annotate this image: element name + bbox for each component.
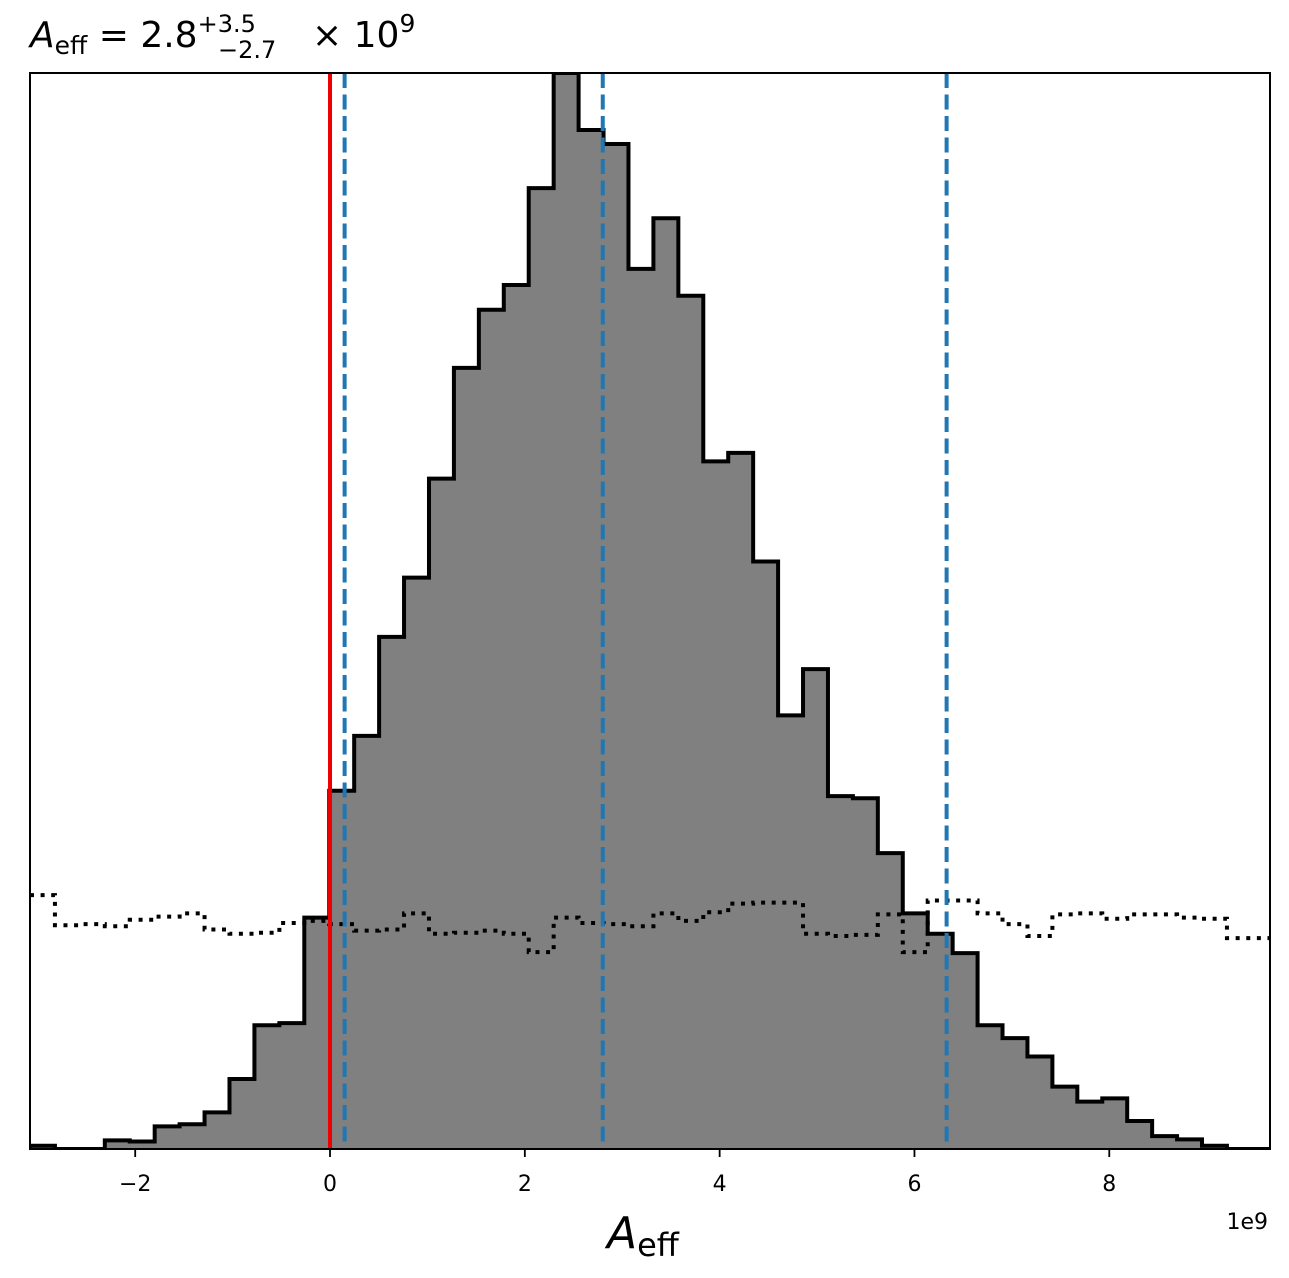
x-axis-label: Aeff: [604, 1208, 680, 1264]
x-tick-label: −2: [119, 1172, 151, 1197]
posterior-bar: [877, 853, 904, 1149]
posterior-bar: [129, 1141, 156, 1149]
posterior-bar: [254, 1025, 280, 1149]
posterior-bar: [379, 636, 405, 1149]
x-tick-label: 4: [713, 1172, 727, 1197]
plot-inner: [30, 73, 1270, 1149]
posterior-bar: [354, 735, 380, 1149]
posterior-bar: [753, 561, 779, 1149]
posterior-bar: [703, 461, 729, 1149]
posterior-bar: [478, 309, 505, 1149]
posterior-bar: [229, 1079, 256, 1149]
x-tick-label: 2: [518, 1172, 532, 1197]
title-equals: =: [99, 15, 129, 56]
posterior-bar: [154, 1126, 181, 1149]
posterior-bar: [728, 452, 754, 1149]
chart-title: Aeff = 2.8+3.5: [28, 10, 256, 60]
posterior-bar: [104, 1140, 131, 1149]
title-upper: +3.5: [198, 10, 256, 38]
posterior-bar: [977, 1025, 1004, 1149]
title-base: 10: [354, 15, 400, 56]
posterior-bar: [1002, 1038, 1029, 1149]
posterior-bar: [1177, 1139, 1203, 1149]
posterior-bar: [653, 218, 679, 1149]
xlabel-subscript: eff: [637, 1226, 680, 1264]
posterior-bar: [1052, 1086, 1078, 1149]
posterior-bar: [1102, 1098, 1128, 1149]
posterior-bar: [204, 1112, 231, 1149]
posterior-bar: [453, 367, 480, 1149]
axes-frame: [29, 72, 1271, 1150]
posterior-bar: [1077, 1101, 1103, 1149]
prior-outline: [30, 893, 1270, 955]
posterior-bar: [329, 790, 355, 1149]
offset-text: 1e9: [1226, 1210, 1268, 1235]
posterior-bar: [503, 284, 530, 1149]
x-axis: −2 0 2 4 6 8: [119, 1149, 1116, 1197]
x-tick-label: 6: [907, 1172, 921, 1197]
posterior-bar: [628, 268, 655, 1149]
plot-area: [29, 72, 1271, 1150]
posterior-bar: [578, 130, 605, 1149]
posterior-bar: [1027, 1056, 1053, 1149]
posterior-bar: [927, 933, 954, 1149]
posterior-bar: [179, 1124, 206, 1149]
posterior-bar: [952, 953, 979, 1149]
title-median: 2.8: [140, 15, 197, 56]
posterior-bar: [852, 798, 879, 1149]
posterior-outline: [30, 73, 1270, 1149]
posterior-bar: [603, 144, 630, 1149]
posterior-bar: [304, 917, 330, 1149]
posterior-bar: [279, 1023, 305, 1149]
posterior-bar: [678, 295, 704, 1149]
title-times-part: × 109: [312, 9, 415, 56]
title-lower: −2.7: [218, 36, 276, 64]
x-tick-label: 8: [1102, 1172, 1116, 1197]
posterior-bar: [778, 715, 804, 1149]
title-exponent: 9: [399, 9, 415, 38]
posterior-bar: [428, 478, 455, 1149]
posterior-bar: [1127, 1121, 1153, 1149]
title-subscript: eff: [55, 31, 88, 60]
posterior-bar: [827, 796, 854, 1149]
posterior-bar: [902, 913, 929, 1149]
x-tick-label: 0: [323, 1172, 337, 1197]
title-times: ×: [312, 15, 342, 56]
xlabel-symbol: A: [604, 1208, 637, 1259]
posterior-bar: [528, 188, 555, 1149]
title-symbol: A: [28, 15, 55, 56]
posterior-bar: [404, 577, 430, 1149]
posterior-bar: [1152, 1136, 1178, 1149]
posterior-bar: [553, 73, 580, 1149]
posterior-bar: [803, 669, 829, 1149]
